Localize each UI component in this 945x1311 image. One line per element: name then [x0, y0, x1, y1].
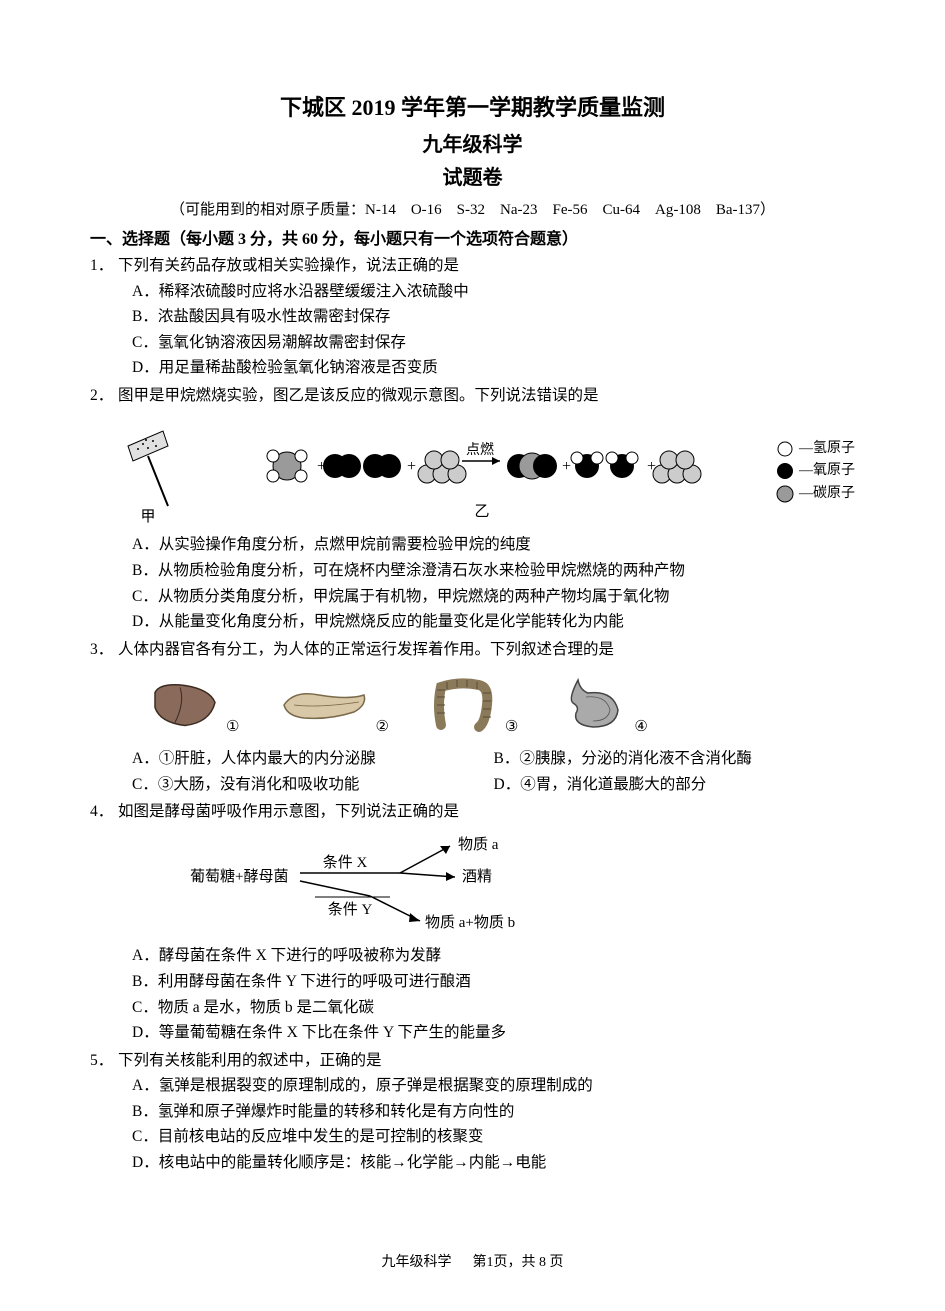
question-3-option-a: A．①肝脏，人体内最大的内分泌腺 — [132, 746, 494, 772]
figure-jia-burner-icon: 甲 — [118, 416, 188, 526]
question-1-option-b: B．浓盐酸因具有吸水性故需密封保存 — [132, 304, 855, 330]
question-2: 2． 图甲是甲烷燃烧实验，图乙是该反应的微观示意图。下列说法错误的是 甲 + — [90, 383, 855, 635]
organ-intestine-icon — [429, 670, 499, 740]
legend-h-icon — [775, 439, 795, 459]
question-3-stem: 人体内器官各有分工，为人体的正常运行发挥着作用。下列叙述合理的是 — [118, 637, 855, 663]
organ-3-label: ③ — [505, 715, 518, 740]
legend-c-label: —碳原子 — [799, 483, 855, 505]
question-5-option-a: A．氢弹是根据裂变的原理制成的，原子弹是根据聚变的原理制成的 — [132, 1073, 855, 1099]
fig4-out3: 物质 a+物质 b — [425, 914, 515, 931]
question-1: 1． 下列有关药品存放或相关实验操作，说法正确的是 A．稀释浓硫酸时应将水沿器壁… — [90, 253, 855, 381]
figure-jia-label: 甲 — [140, 509, 155, 525]
footer-page-total: 8 — [539, 1255, 546, 1270]
atomic-mass-note: （可能用到的相对原子质量：N-14 O-16 S-32 Na-23 Fe-56 … — [90, 198, 855, 219]
figure-ignite-label: 点燃 — [466, 441, 494, 458]
legend-o-label: —氧原子 — [799, 460, 855, 482]
question-2-number: 2． — [90, 383, 118, 409]
question-3-option-d: D．④胃，消化道最膨大的部分 — [494, 772, 856, 798]
question-1-option-d: D．用足量稀盐酸检验氢氧化钠溶液是否变质 — [132, 355, 855, 381]
fig4-condx: 条件 X — [323, 854, 368, 871]
footer-page-unit: 页 — [550, 1255, 564, 1270]
exam-title-main: 下城区 2019 学年第一学期教学质量监测 — [90, 90, 855, 122]
svg-text:+: + — [562, 458, 571, 475]
question-5-number: 5． — [90, 1048, 118, 1074]
question-5-option-c: C．目前核电站的反应堆中发生的是可控制的核聚变 — [132, 1124, 855, 1150]
organ-pancreas-icon — [279, 670, 369, 740]
question-2-figure: 甲 + + — [90, 408, 855, 532]
page-footer: 九年级科学 第1页，共 8 页 — [0, 1251, 945, 1271]
question-2-option-a: A．从实验操作角度分析，点燃甲烷前需要检验甲烷的纯度 — [132, 532, 855, 558]
question-4-option-a: A．酵母菌在条件 X 下进行的呼吸被称为发酵 — [132, 943, 855, 969]
organ-4-label: ④ — [634, 715, 647, 740]
fig4-condy: 条件 Y — [328, 901, 373, 918]
organ-2-label: ② — [375, 715, 388, 740]
organ-1-label: ① — [226, 715, 239, 740]
question-3: 3． 人体内器官各有分工，为人体的正常运行发挥着作用。下列叙述合理的是 ① ② — [90, 637, 855, 798]
question-5-option-d: D．核电站中的能量转化顺序是：核能→化学能→内能→电能 — [132, 1150, 855, 1176]
svg-text:+: + — [407, 458, 416, 475]
footer-subject: 九年级科学 — [382, 1255, 452, 1270]
question-4-figure: 葡萄糖+酵母菌 条件 X 物质 a 酒精 条件 Y 物质 a+物质 b — [90, 825, 855, 944]
question-1-number: 1． — [90, 253, 118, 279]
legend-o-icon — [775, 461, 795, 481]
question-2-stem: 图甲是甲烷燃烧实验，图乙是该反应的微观示意图。下列说法错误的是 — [118, 383, 855, 409]
fig4-out1: 物质 a — [458, 836, 499, 853]
figure-legend: —氢原子 —氧原子 —碳原子 — [775, 438, 855, 505]
legend-h-label: —氢原子 — [799, 438, 855, 460]
footer-sep: ，共 — [508, 1255, 536, 1270]
fig4-out2: 酒精 — [462, 868, 492, 885]
question-4-stem: 如图是酵母菌呼吸作用示意图，下列说法正确的是 — [118, 799, 855, 825]
organ-liver-icon — [150, 670, 220, 740]
yeast-diagram-icon: 葡萄糖+酵母菌 条件 X 物质 a 酒精 条件 Y 物质 a+物质 b — [190, 831, 550, 931]
question-3-option-c: C．③大肠，没有消化和吸收功能 — [132, 772, 494, 798]
question-3-number: 3． — [90, 637, 118, 663]
question-4-option-b: B．利用酵母菌在条件 Y 下进行的呼吸可进行酿酒 — [132, 969, 855, 995]
organ-stomach-icon — [558, 670, 628, 740]
exam-title-subject: 九年级科学 — [90, 128, 855, 157]
footer-page-current: 第1页 — [473, 1255, 508, 1270]
question-5-stem: 下列有关核能利用的叙述中，正确的是 — [118, 1048, 855, 1074]
exam-title-paper: 试题卷 — [90, 161, 855, 190]
question-3-option-b: B．②胰腺，分泌的消化液不含消化酶 — [494, 746, 856, 772]
question-4: 4． 如图是酵母菌呼吸作用示意图，下列说法正确的是 葡萄糖+酵母菌 条件 X 物… — [90, 799, 855, 1045]
question-1-option-c: C．氢氧化钠溶液因易潮解故需密封保存 — [132, 330, 855, 356]
legend-c-icon — [775, 484, 795, 504]
fig4-input: 葡萄糖+酵母菌 — [190, 868, 288, 885]
question-5-option-b: B．氢弹和原子弹爆炸时能量的转移和转化是有方向性的 — [132, 1099, 855, 1125]
question-1-stem: 下列有关药品存放或相关实验操作，说法正确的是 — [118, 253, 855, 279]
question-1-option-a: A．稀释浓硫酸时应将水沿器壁缓缓注入浓硫酸中 — [132, 279, 855, 305]
question-2-option-d: D．从能量变化角度分析，甲烷燃烧反应的能量变化是化学能转化为内能 — [132, 609, 855, 635]
question-5: 5． 下列有关核能利用的叙述中，正确的是 A．氢弹是根据裂变的原理制成的，原子弹… — [90, 1048, 855, 1176]
figure-yi-label: 乙 — [474, 504, 489, 520]
question-2-option-c: C．从物质分类角度分析，甲烷属于有机物，甲烷燃烧的两种产物均属于氧化物 — [132, 584, 855, 610]
question-3-figure: ① ② ③ — [90, 662, 855, 746]
question-4-option-c: C．物质 a 是水，物质 b 是二氧化碳 — [132, 995, 855, 1021]
question-4-number: 4． — [90, 799, 118, 825]
question-4-option-d: D．等量葡萄糖在条件 X 下比在条件 Y 下产生的能量多 — [132, 1020, 855, 1046]
question-2-option-b: B．从物质检验角度分析，可在烧杯内壁涂澄清石灰水来检验甲烷燃烧的两种产物 — [132, 558, 855, 584]
section-1-header: 一、选择题（每小题 3 分，共 60 分，每小题只有一个选项符合题意） — [90, 225, 855, 249]
figure-yi-reaction-icon: + + 点燃 — [262, 416, 702, 526]
